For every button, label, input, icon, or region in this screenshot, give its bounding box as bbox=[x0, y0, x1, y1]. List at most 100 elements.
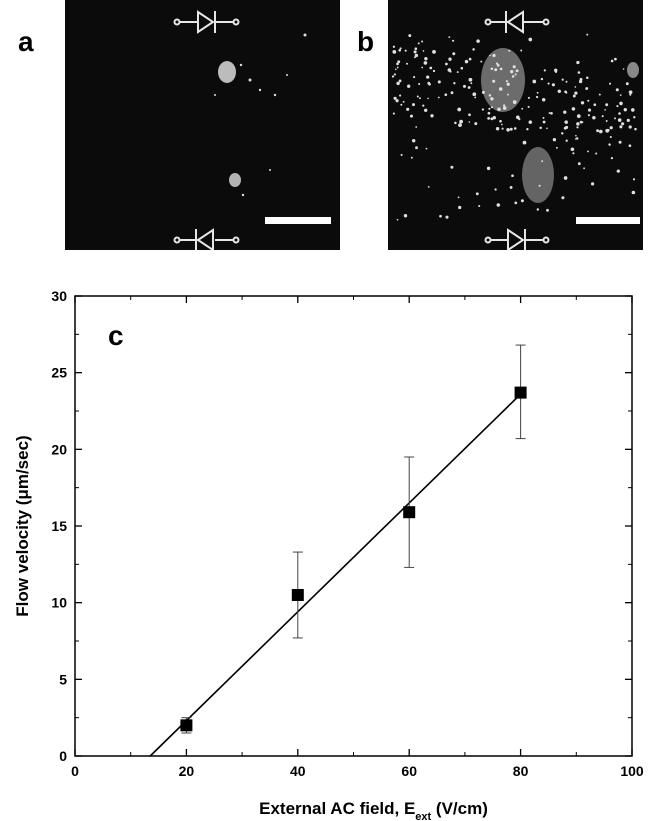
particle-dot bbox=[408, 34, 412, 38]
particle-dot bbox=[628, 144, 632, 148]
particle-dot bbox=[547, 82, 550, 85]
data-points bbox=[180, 344, 527, 734]
particle-dot bbox=[509, 185, 513, 189]
particle-dot bbox=[444, 93, 448, 97]
micrograph-b bbox=[388, 0, 643, 250]
particle-dot bbox=[535, 95, 539, 99]
particle-dot bbox=[412, 139, 416, 143]
particle-dot bbox=[392, 50, 397, 54]
particle-dot bbox=[450, 91, 454, 95]
particle-dot bbox=[579, 77, 583, 81]
y-tick-label: 25 bbox=[51, 365, 67, 381]
particle-dot bbox=[399, 94, 402, 97]
particle-dot bbox=[605, 103, 609, 107]
particle-dot bbox=[539, 126, 542, 130]
particle-dot bbox=[590, 182, 595, 186]
particle-dot bbox=[474, 96, 477, 99]
particle-dot bbox=[574, 86, 577, 88]
particle-dots bbox=[391, 33, 637, 221]
particle-dot bbox=[515, 115, 520, 120]
particle-dot bbox=[536, 91, 539, 94]
particle-dot bbox=[454, 121, 457, 125]
particle-dot bbox=[400, 153, 403, 156]
particle-dot bbox=[415, 126, 418, 128]
particle-dot bbox=[565, 139, 568, 142]
particle-dot bbox=[550, 111, 553, 115]
particle-dot bbox=[427, 186, 430, 188]
particle-dot bbox=[489, 54, 491, 57]
particle-dot bbox=[453, 82, 456, 85]
particle-dot bbox=[546, 127, 548, 130]
particle-dot bbox=[480, 60, 483, 63]
particle-dot bbox=[432, 50, 436, 54]
particle-dot bbox=[457, 196, 460, 199]
particle-dot bbox=[587, 150, 589, 153]
particle-dot bbox=[413, 50, 417, 54]
particle-dot bbox=[457, 107, 462, 112]
particle-dot bbox=[506, 82, 510, 86]
particle-dot bbox=[592, 116, 596, 120]
particle-dot bbox=[619, 125, 623, 129]
particle-dot bbox=[577, 162, 581, 166]
particle-dot bbox=[424, 108, 428, 112]
particle-dot bbox=[468, 121, 471, 123]
particle-dot bbox=[586, 33, 589, 36]
particle-dot bbox=[396, 62, 399, 66]
particle-dot bbox=[416, 95, 419, 98]
particle-dot bbox=[490, 106, 493, 109]
particle-dot bbox=[437, 96, 440, 99]
particle-dot bbox=[564, 90, 567, 94]
electrode-symbol-top bbox=[173, 10, 240, 34]
particle-dot bbox=[460, 66, 464, 70]
particle-dot bbox=[526, 128, 529, 131]
particle-dot bbox=[425, 147, 428, 150]
particle-dot bbox=[427, 97, 429, 100]
particle-dot bbox=[551, 83, 555, 87]
particle-dot bbox=[498, 87, 503, 91]
particle-dot bbox=[586, 76, 589, 80]
particle-dot bbox=[402, 100, 405, 103]
electrode-symbol-bottom-b bbox=[484, 228, 550, 250]
panel-letter-c: c bbox=[108, 320, 124, 351]
particle-dot bbox=[499, 67, 503, 71]
y-tick-label: 20 bbox=[51, 441, 67, 457]
particle-dot bbox=[570, 147, 575, 152]
particle-dot bbox=[629, 93, 632, 96]
particle-dot bbox=[616, 169, 620, 173]
particle-dot bbox=[576, 122, 580, 126]
particle-dot bbox=[618, 112, 621, 115]
y-tick-label: 0 bbox=[59, 748, 67, 764]
particle-dot bbox=[486, 166, 491, 171]
particle-dot bbox=[610, 156, 614, 160]
electrode-symbol-top-b bbox=[484, 10, 550, 34]
particle-dot bbox=[468, 113, 471, 117]
particle-dot bbox=[561, 78, 564, 81]
x-tick-label: 20 bbox=[179, 763, 195, 779]
panel-letter-a: a bbox=[18, 26, 34, 57]
x-axis-title: External AC field, Eext (V/cm) bbox=[259, 799, 488, 821]
particle-dot bbox=[634, 127, 637, 131]
particle-dot bbox=[456, 71, 459, 74]
particle-dot bbox=[413, 56, 416, 59]
particle-dot bbox=[521, 107, 524, 110]
particle-dot bbox=[622, 68, 625, 70]
y-axis-title: Flow velocity (μm/sec) bbox=[13, 435, 32, 616]
particle-dot bbox=[496, 64, 500, 67]
particle-dot bbox=[576, 126, 579, 129]
particle-dot bbox=[502, 106, 507, 110]
particle-dot bbox=[527, 96, 530, 99]
particle-dot bbox=[396, 81, 400, 86]
particle-dot bbox=[424, 57, 428, 61]
particle-dot bbox=[607, 129, 610, 132]
particle-dot bbox=[632, 178, 636, 181]
particle-dot bbox=[604, 109, 606, 111]
micrograph-a bbox=[65, 0, 340, 250]
particle-dot bbox=[490, 97, 494, 101]
particle-dot bbox=[609, 82, 612, 85]
particle-dot bbox=[467, 86, 471, 89]
particle-dot bbox=[565, 80, 568, 83]
particle-dot bbox=[619, 94, 622, 96]
particle-dot bbox=[576, 60, 580, 65]
particle-dot bbox=[548, 112, 551, 114]
particle-dot bbox=[593, 103, 597, 106]
